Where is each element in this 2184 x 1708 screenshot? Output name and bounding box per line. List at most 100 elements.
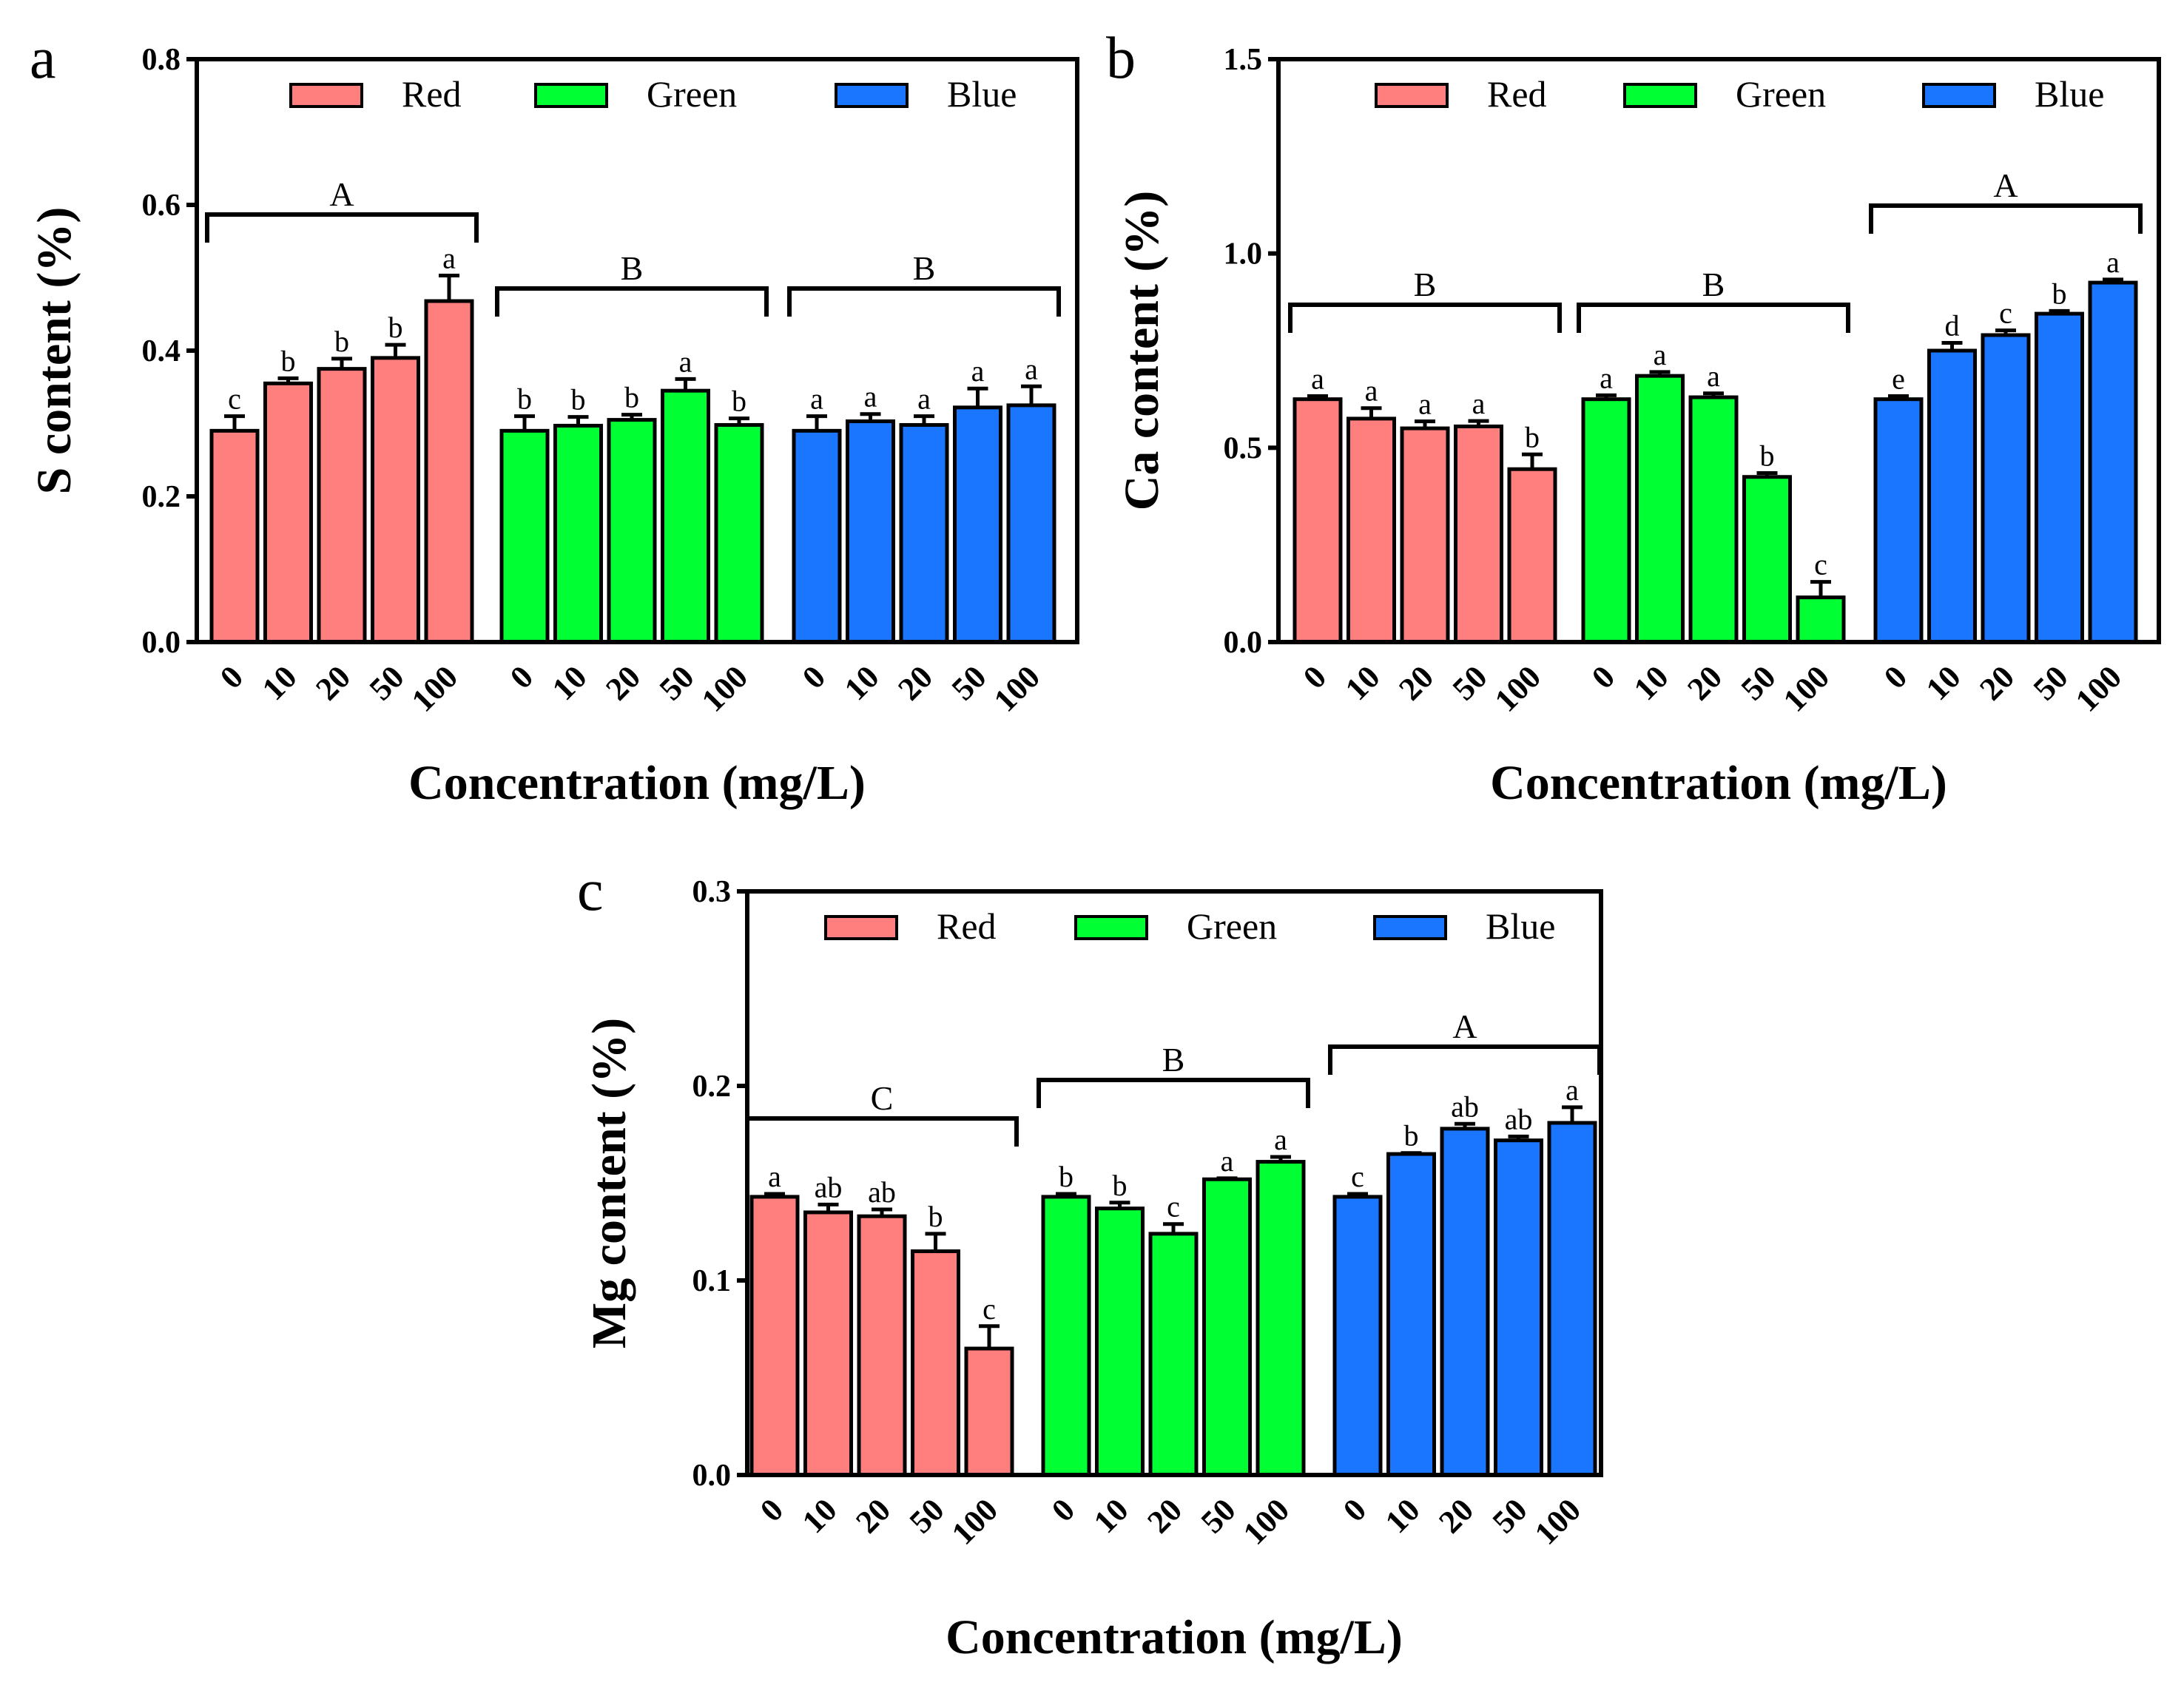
x-tick-label: 50 [653,658,701,707]
legend-label-green: Green [1736,73,1826,115]
legend-swatch-blue [835,83,909,108]
plot-frame [745,889,1603,1477]
x-tick-label: 50 [1446,658,1494,707]
x-tick-label: 0 [213,658,250,695]
bar-blue-50 [953,405,1002,644]
legend-swatch-red [1375,83,1449,108]
x-tick-label: 100 [2069,658,2129,718]
bar-red-0 [1292,397,1343,644]
group-letter: A [1452,1007,1477,1045]
legend-label-blue: Blue [2035,73,2104,115]
bar-blue-100 [1547,1121,1597,1477]
significance-letter: ab [815,1170,843,1204]
x-tick-label: 20 [1140,1491,1189,1540]
significance-letter: b [334,325,349,358]
legend-label-green: Green [1187,905,1277,947]
bar-blue-10 [1386,1152,1436,1477]
significance-letter: a [1025,352,1038,385]
legend-swatch-red [289,83,363,108]
significance-letter: a [864,380,877,414]
significance-letter: a [1221,1144,1234,1178]
significance-letter: ab [1505,1102,1533,1135]
bar-green-100 [1256,1160,1306,1477]
y-tick-label: 0.5 [1224,431,1263,465]
significance-letter: a [1565,1073,1579,1107]
y-tick-label: 1.0 [1224,237,1263,271]
significance-letter: a [1311,362,1324,395]
significance-letter: a [2106,246,2120,279]
legend-label-red: Red [1487,73,1547,115]
group-bracket [1869,203,2143,234]
bar-red-10 [803,1210,853,1477]
legend: Red Green Blue [1375,73,2104,115]
significance-letter: a [679,345,692,378]
bar-green-10 [1095,1206,1145,1477]
y-tick-label: 0.2 [142,480,181,514]
significance-letter: b [2052,277,2067,310]
legend-swatch-green [534,83,608,108]
bar-blue-50 [1494,1138,1543,1477]
x-tick-label: 20 [599,658,647,707]
y-tick-label: 1.5 [1224,43,1263,77]
significance-letter: a [1654,338,1667,371]
significance-letter: c [1167,1190,1180,1223]
significance-letter: b [1525,420,1540,453]
group-bracket [1328,1044,1602,1075]
bar-green-0 [1581,397,1631,644]
x-tick-label: 100 [1776,658,1836,718]
significance-letter: ab [1451,1090,1479,1123]
legend-swatch-blue [1922,83,1996,108]
y-tick-label: 0.0 [142,626,181,660]
series-red: a 0 a 10 a 20 a 50 b 100 B [1288,266,1562,719]
group-bracket [205,212,479,243]
x-tick-label: 100 [695,658,755,718]
bar-blue-100 [2088,280,2138,644]
panel-letter: b [1106,26,1136,91]
x-tick-label: 20 [891,658,940,707]
x-tick-label: 100 [1528,1491,1588,1551]
x-tick-label: 0 [1045,1491,1082,1528]
bar-red-20 [317,367,367,644]
bar-red-0 [749,1195,800,1477]
x-tick-label: 0 [1877,658,1914,695]
x-tick-label: 10 [1627,658,1676,707]
bar-blue-0 [1873,397,1924,644]
bar-green-0 [1041,1195,1091,1477]
bar-red-50 [371,356,420,644]
legend-label-blue: Blue [1486,905,1555,947]
significance-letter: c [1351,1160,1364,1193]
series-green: a 0 a 10 a 20 b 50 c 100 B [1577,266,1850,719]
bar-green-100 [1796,595,1846,644]
group-letter: B [1702,266,1725,303]
series-green: b 0 b 10 b 20 a 50 b 100 B [495,249,769,719]
significance-letter: c [228,382,241,416]
legend-label-blue: Blue [947,73,1017,115]
group-bracket [495,286,769,317]
bar-red-50 [911,1249,960,1477]
significance-letter: b [517,382,532,416]
x-axis-label: Concentration (mg/L) [1490,756,1947,810]
bar-green-20 [607,418,657,644]
series-blue: a 0 a 10 a 20 a 50 a 100 B [787,249,1061,719]
significance-letter: b [1113,1169,1128,1202]
x-tick-label: 0 [795,658,832,695]
plot-frame [1276,57,2161,644]
x-tick-label: 10 [255,658,304,707]
bar-red-10 [263,381,313,644]
significance-letter: c [1814,548,1827,581]
series-blue: e 0 d 10 c 20 b 50 a 100 A [1869,166,2143,719]
legend-label-red: Red [937,905,997,947]
bar-red-100 [964,1346,1014,1477]
group-bracket [787,286,1061,317]
x-tick-label: 20 [1972,658,2021,707]
group-letter: B [1414,266,1437,303]
group-bracket [1577,303,1850,333]
series-red: c 0 b 10 b 20 b 50 a 100 A [205,175,479,719]
significance-letter: a [1274,1123,1287,1156]
group-letter: B [913,249,936,287]
bar-green-100 [714,422,764,644]
y-tick-label: 0.1 [692,1264,732,1298]
significance-letter: b [1404,1119,1419,1152]
bar-green-20 [1688,395,1739,644]
y-tick-label: 0.0 [692,1459,732,1493]
